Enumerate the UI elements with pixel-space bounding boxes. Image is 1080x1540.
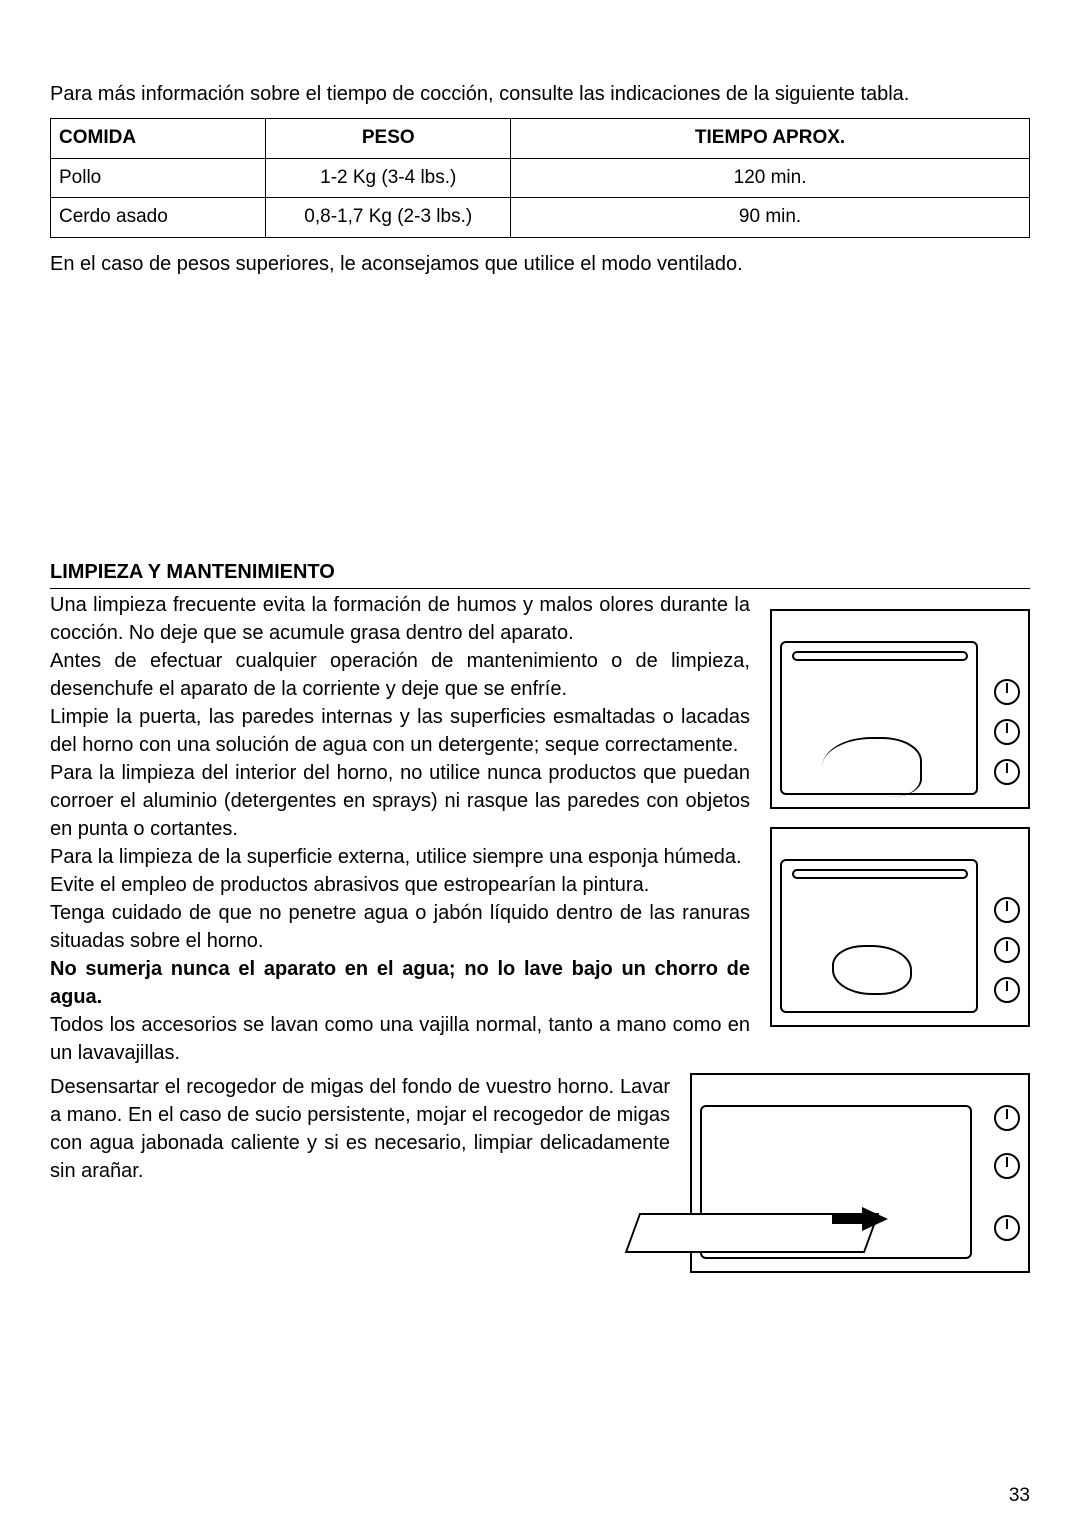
maint-p10: Desensartar el recogedor de migas del fo… (50, 1073, 670, 1185)
table-row: Cerdo asado 0,8-1,7 Kg (2-3 lbs.) 90 min… (51, 198, 1030, 238)
cell-time: 90 min. (511, 198, 1030, 238)
maint-p5: Para la limpieza de la superficie extern… (50, 843, 750, 871)
cell-weight: 0,8-1,7 Kg (2-3 lbs.) (266, 198, 511, 238)
maint-p7: Tenga cuidado de que no penetre agua o j… (50, 899, 750, 955)
oven-cleaning-illustration-2 (770, 827, 1030, 1027)
table-header-weight: PESO (266, 119, 511, 159)
cell-time: 120 min. (511, 158, 1030, 198)
maint-p9: Todos los accesorios se lavan como una v… (50, 1011, 750, 1067)
maint-p3: Limpie la puerta, las paredes internas y… (50, 703, 750, 759)
cooking-time-table: COMIDA PESO TIEMPO APROX. Pollo 1-2 Kg (… (50, 118, 1030, 238)
table-footnote: En el caso de pesos superiores, le acons… (50, 250, 1030, 278)
maintenance-text-block-2: Desensartar el recogedor de migas del fo… (50, 1073, 670, 1185)
maintenance-text-block: Una limpieza frecuente evita la formació… (50, 591, 750, 1067)
intro-text: Para más información sobre el tiempo de … (50, 80, 1030, 108)
cell-food: Cerdo asado (51, 198, 266, 238)
cell-weight: 1-2 Kg (3-4 lbs.) (266, 158, 511, 198)
page-number: 33 (1009, 1483, 1030, 1510)
cell-food: Pollo (51, 158, 266, 198)
oven-cleaning-illustration-1 (770, 609, 1030, 809)
maint-warning-bold: No sumerja nunca el aparato en el agua; … (50, 955, 750, 1011)
maint-p6: Evite el empleo de productos abrasivos q… (50, 871, 750, 899)
table-header-time: TIEMPO APROX. (511, 119, 1030, 159)
table-header-food: COMIDA (51, 119, 266, 159)
maint-p4: Para la limpieza del interior del horno,… (50, 759, 750, 843)
maint-p2: Antes de efectuar cualquier operación de… (50, 647, 750, 703)
oven-crumb-tray-illustration (690, 1073, 1030, 1273)
maint-p1: Una limpieza frecuente evita la formació… (50, 591, 750, 647)
section-title-maintenance: LIMPIEZA Y MANTENIMIENTO (50, 558, 1030, 589)
table-row: Pollo 1-2 Kg (3-4 lbs.) 120 min. (51, 158, 1030, 198)
